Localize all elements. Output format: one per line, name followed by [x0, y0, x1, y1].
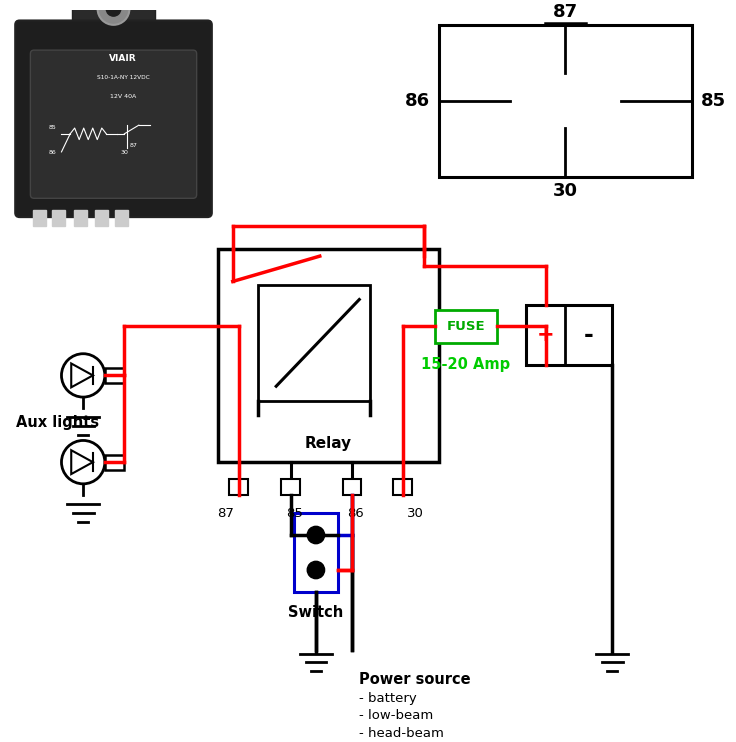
- Text: Switch: Switch: [289, 605, 344, 620]
- Text: Aux lights: Aux lights: [15, 415, 99, 430]
- Circle shape: [106, 1, 121, 16]
- Bar: [219, 249, 439, 462]
- Text: 85: 85: [701, 92, 726, 110]
- Bar: [258, 285, 370, 401]
- Text: 15-20 Amp: 15-20 Amp: [421, 358, 511, 372]
- Text: 12V 40A: 12V 40A: [110, 93, 136, 99]
- Text: 30: 30: [407, 507, 424, 520]
- Bar: [435, 309, 497, 343]
- Text: S10-1A-NY 12VDC: S10-1A-NY 12VDC: [96, 75, 149, 80]
- Text: Relay: Relay: [305, 436, 352, 451]
- Text: 86: 86: [49, 150, 56, 155]
- Text: FUSE: FUSE: [447, 320, 485, 332]
- Bar: [72, 0, 155, 28]
- Bar: [439, 24, 692, 177]
- Text: 85: 85: [286, 507, 302, 520]
- FancyBboxPatch shape: [30, 50, 197, 198]
- FancyBboxPatch shape: [15, 21, 212, 217]
- Bar: [115, 210, 128, 226]
- Text: Power source: Power source: [359, 672, 471, 687]
- Text: - battery: - battery: [359, 692, 417, 705]
- Text: 85: 85: [49, 125, 56, 130]
- Circle shape: [307, 561, 325, 579]
- Bar: [105, 455, 124, 470]
- Circle shape: [98, 0, 130, 24]
- Circle shape: [307, 526, 325, 544]
- Text: 87: 87: [130, 142, 138, 148]
- Text: - low-beam: - low-beam: [359, 709, 434, 723]
- Bar: [74, 210, 87, 226]
- Bar: [526, 305, 612, 364]
- Bar: [294, 513, 338, 592]
- Bar: [32, 210, 46, 226]
- Bar: [281, 479, 300, 496]
- Text: 86: 86: [405, 92, 430, 110]
- Text: -: -: [584, 323, 594, 347]
- Bar: [52, 210, 65, 226]
- Bar: [343, 479, 361, 496]
- Text: +: +: [537, 325, 554, 345]
- Bar: [229, 479, 248, 496]
- Text: 87: 87: [553, 3, 578, 22]
- Bar: [96, 210, 108, 226]
- Text: 87: 87: [217, 507, 234, 520]
- Text: VIAIR: VIAIR: [109, 54, 137, 63]
- Bar: [393, 479, 412, 496]
- Bar: [105, 368, 124, 383]
- Text: 30: 30: [121, 150, 129, 155]
- Text: - head-beam: - head-beam: [359, 726, 444, 740]
- Text: 86: 86: [347, 507, 364, 520]
- Text: 30: 30: [553, 183, 578, 200]
